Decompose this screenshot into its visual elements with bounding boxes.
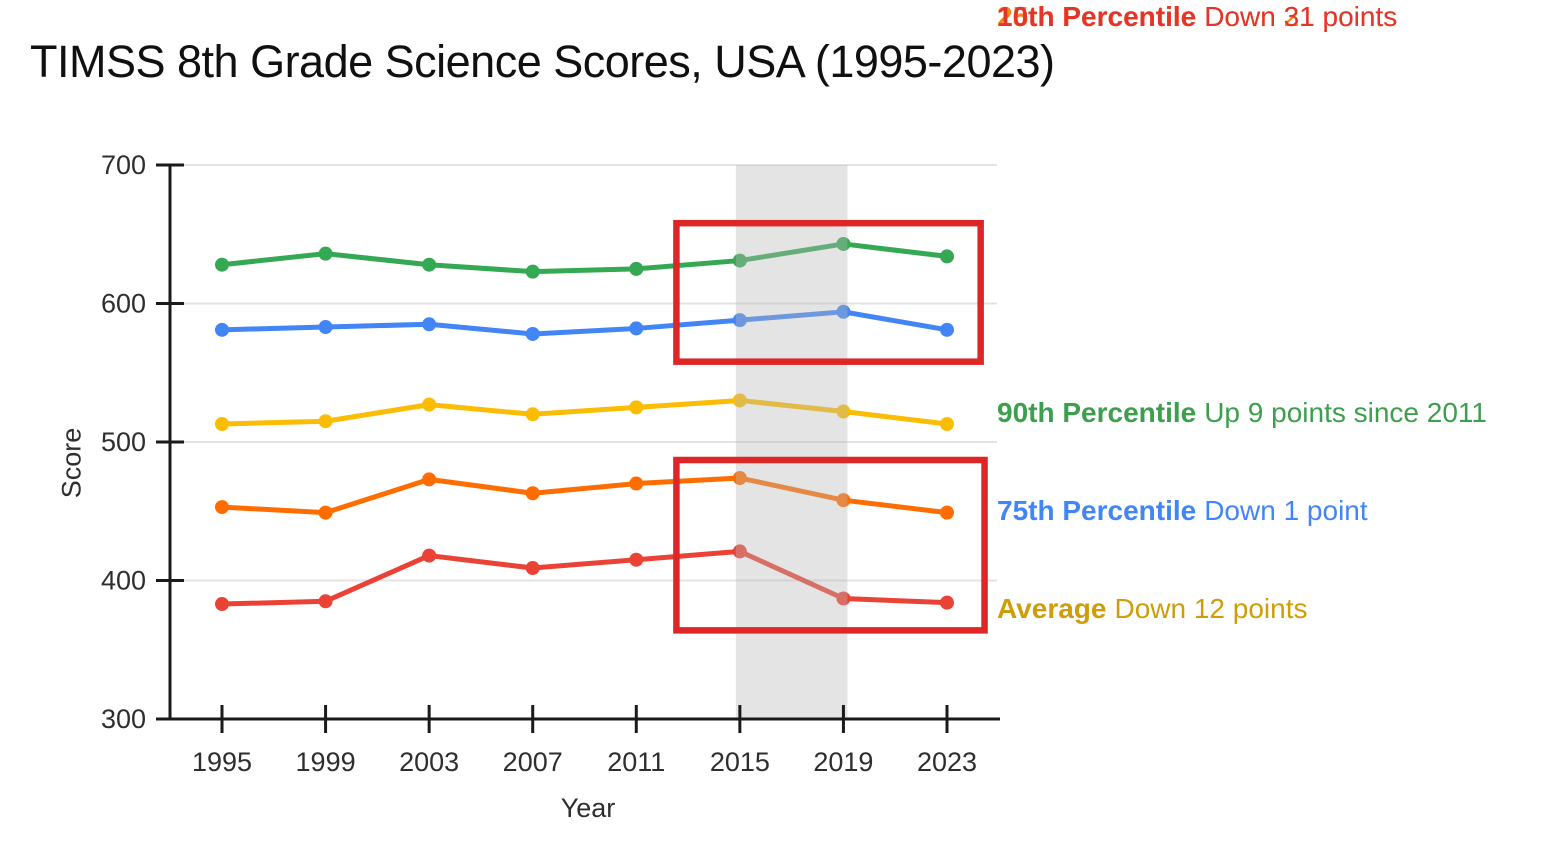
data-point-10th-percentile-2007 [525, 561, 540, 576]
legend-series-name: Average [997, 593, 1107, 624]
series-line-90th-percentile [219, 241, 950, 275]
data-point-75th-percentile-2007 [525, 326, 540, 341]
legend-series-name: 10th Percentile [997, 1, 1197, 32]
legend-25th-percentile: 25th Percentile Down 21 points [997, 0, 1397, 34]
red-box-lower-percentiles [673, 456, 988, 634]
legend-series-name: 75th Percentile [997, 495, 1197, 526]
data-point-25th-percentile-1999 [318, 505, 333, 520]
data-point-75th-percentile-2015 [732, 313, 747, 328]
data-point-90th-percentile-2023 [940, 249, 954, 264]
legend-average: Average Down 12 points [997, 592, 1308, 626]
data-point-average-2003 [422, 397, 437, 412]
data-point-average-2015 [732, 393, 747, 408]
data-point-90th-percentile-2011 [629, 261, 644, 276]
y-tick-label-600: 600 [101, 289, 146, 319]
highlight-band-2015-2019 [735, 165, 848, 719]
data-point-average-2011 [629, 400, 644, 415]
series-line-average [219, 397, 950, 427]
data-point-25th-percentile-1995 [215, 500, 229, 515]
data-point-75th-percentile-2023 [940, 322, 954, 337]
legend-75th-percentile: 75th Percentile Down 1 point [997, 494, 1368, 528]
series-line-10th-percentile [219, 548, 950, 607]
data-point-10th-percentile-2019 [836, 591, 851, 606]
data-point-75th-percentile-2019 [836, 304, 851, 319]
data-point-75th-percentile-1995 [215, 322, 229, 337]
data-point-average-2007 [525, 407, 540, 422]
x-tick-label-1999: 1999 [296, 747, 356, 777]
y-tick-label-400: 400 [101, 566, 146, 596]
series-line-75th-percentile [219, 309, 950, 337]
legend-series-note: Down 31 points [1204, 1, 1398, 32]
x-tick-label-2007: 2007 [503, 747, 563, 777]
legend-series-note: Down 12 points [1114, 593, 1308, 624]
data-point-10th-percentile-2003 [422, 548, 437, 563]
data-point-25th-percentile-2007 [525, 486, 540, 501]
legend-series-name: 25th Percentile [997, 1, 1197, 32]
legend-series-name: 90th Percentile [997, 397, 1197, 428]
legend-series-note: Up 9 points since 2011 [1204, 397, 1487, 428]
data-point-90th-percentile-2007 [525, 264, 540, 279]
data-point-90th-percentile-1999 [318, 246, 333, 261]
data-point-10th-percentile-1999 [318, 594, 333, 609]
legend-series-note: Down 1 point [1204, 495, 1368, 526]
data-point-90th-percentile-1995 [215, 257, 229, 272]
data-point-average-1999 [318, 414, 333, 429]
data-point-25th-percentile-2003 [422, 472, 437, 487]
x-tick-label-2019: 2019 [813, 747, 873, 777]
legend-series-note: Down 21 points [1204, 1, 1398, 32]
y-tick-label-300: 300 [101, 704, 146, 734]
y-tick-label-700: 700 [101, 150, 146, 180]
legend-10th-percentile: 10th Percentile Down 31 points [997, 0, 1397, 34]
data-point-25th-percentile-2015 [732, 471, 747, 486]
data-point-average-1995 [215, 416, 229, 431]
x-tick-label-2015: 2015 [710, 747, 770, 777]
series-line-25th-percentile [219, 475, 950, 516]
data-point-75th-percentile-2003 [422, 317, 437, 332]
legend-90th-percentile: 90th Percentile Up 9 points since 2011 [997, 396, 1487, 430]
x-axis-title: Year [560, 793, 616, 823]
data-point-10th-percentile-2011 [629, 552, 644, 567]
x-tick-label-1995: 1995 [192, 747, 252, 777]
data-point-75th-percentile-1999 [318, 320, 333, 335]
data-point-25th-percentile-2019 [836, 493, 851, 508]
data-point-75th-percentile-2011 [629, 321, 644, 336]
y-tick-label-500: 500 [101, 427, 146, 457]
data-point-10th-percentile-2015 [732, 544, 747, 559]
data-point-90th-percentile-2015 [732, 253, 747, 268]
x-tick-label-2023: 2023 [917, 747, 977, 777]
data-point-average-2019 [836, 404, 851, 419]
data-point-90th-percentile-2003 [422, 257, 437, 272]
data-point-25th-percentile-2011 [629, 476, 644, 491]
x-tick-label-2011: 2011 [607, 747, 665, 777]
chart-title: TIMSS 8th Grade Science Scores, USA (199… [30, 36, 1055, 87]
data-point-average-2023 [940, 416, 954, 431]
red-box-upper-percentiles [673, 219, 984, 365]
data-point-10th-percentile-1995 [215, 597, 229, 612]
x-tick-label-2003: 2003 [399, 747, 459, 777]
y-axis-title: Score [56, 427, 87, 499]
data-point-90th-percentile-2019 [836, 236, 851, 251]
data-point-25th-percentile-2023 [940, 505, 954, 520]
data-point-10th-percentile-2023 [940, 595, 954, 610]
